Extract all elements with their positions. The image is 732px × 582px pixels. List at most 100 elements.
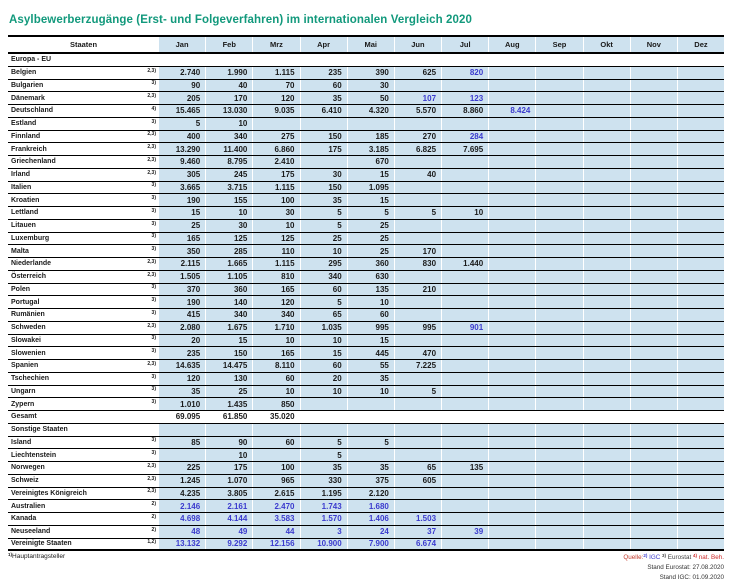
value-cell-jan: 2.740 [158,66,206,79]
state-name-cell: Neuseeland 2) [8,525,158,538]
value-cell-mai: 25 [346,219,394,232]
value-cell-jun: 170 [393,245,442,257]
value-cell-feb: 8.795 [205,156,253,168]
value-cell-okt [582,168,630,181]
value-cell-nov [629,130,677,143]
value-cell-nov [629,436,677,449]
value-cell-jul [441,360,489,372]
country-label: Litauen [11,222,36,230]
table-row-estland: Estland 3) 5 10 [8,117,725,131]
value-cell-nov [629,258,677,270]
value-cell-mrz: 120 [252,92,300,104]
value-cell-mai [346,54,394,66]
value-cell-feb: 40 [205,79,253,92]
value-cell-jun [393,79,442,92]
state-name-cell: Estland 3) [8,117,158,130]
value-cell-jan: 14.635 [158,360,206,372]
table-row-finnland: Finnland 2,3) 400 340 275 150 185 270 284 [8,130,725,144]
value-cell-sep [535,360,583,372]
value-cell-apr: 150 [299,181,347,194]
value-cell-okt [582,525,630,538]
value-cell-mai: 375 [346,474,394,487]
asylum-table: Staaten Jan Feb Mrz Apr Mai Jun Jul Aug Sep Okt Nov… [8,35,725,552]
state-name-cell: Belgien 2,3) [8,66,158,79]
value-cell-dez [676,130,725,143]
value-cell-jul [441,219,489,232]
table-row-vereinigte-staaten: Vereinigte Staaten 1,2) 13.132 9.292 12.156 1… [8,538,725,552]
value-cell-jul [441,156,489,168]
value-cell-nov [629,143,677,155]
value-cell-nov [629,105,677,117]
value-cell-okt [582,143,630,155]
value-cell-jun: 625 [393,66,442,79]
footnote-marker: 3) [151,297,156,304]
value-cell-mai: 135 [346,283,394,296]
value-cell-dez [676,283,725,296]
value-cell-nov [629,487,677,500]
footnote-marker: 3) [151,80,156,87]
value-cell-dez [676,270,725,283]
value-cell-apr: 15 [299,347,347,359]
value-cell-jul: 820 [441,66,489,79]
value-cell-aug [488,321,536,334]
footnote-marker: 2,3) [147,131,156,138]
state-name-cell: Europa - EU [8,54,158,66]
month-header-sep: Sep [535,37,583,52]
value-cell-jul [441,296,489,308]
value-cell-jan [158,54,206,66]
value-cell-feb: 10 [205,207,253,219]
value-cell-nov [629,474,677,487]
value-cell-jul [441,168,489,181]
value-cell-jun [393,232,442,245]
footnotes: 1)Hauptantragsteller Quelle:2) IGC 3) Eu… [8,552,724,582]
country-label: Vereinigtes Königreich [11,489,87,497]
value-cell-nov [629,525,677,538]
table-row-lettland: Lettland 3) 15 10 30 5 5 5 10 [8,207,725,220]
value-cell-feb: 285 [205,245,253,257]
value-cell-nov [629,360,677,372]
state-name-cell: Frankreich 2,3) [8,143,158,155]
value-cell-okt [582,334,630,347]
footnote-marker: 3) [151,399,156,406]
stand-igc: Stand IGC: 01.09.2020 [659,573,724,581]
value-cell-jul: 10 [441,207,489,219]
value-cell-jun: 1.503 [393,513,442,525]
country-label: Irland [11,171,31,179]
value-cell-okt [582,500,630,512]
section-label: Europa - EU [11,56,52,64]
country-label: Bulgarien [11,81,44,89]
value-cell-jul: 284 [441,130,489,143]
value-cell-aug [488,385,536,398]
value-cell-sep [535,449,583,461]
value-cell-nov [629,54,677,66]
value-cell-nov [629,232,677,245]
value-cell-mrz: 12.156 [252,538,300,550]
value-cell-mai: 185 [346,130,394,143]
footnote-marker: 2,3) [147,360,156,367]
value-cell-jun [393,500,442,512]
value-cell-sep [535,79,583,92]
value-cell-nov [629,117,677,130]
value-cell-mrz: 165 [252,347,300,359]
value-cell-sep [535,117,583,130]
country-label: Vereinigte Staaten [11,540,72,548]
value-cell-nov [629,372,677,385]
value-cell-sep [535,334,583,347]
value-cell-apr: 35 [299,462,347,474]
footnote-marker: 3) [151,348,156,355]
value-cell-dez [676,54,725,66]
value-cell-apr: 6.410 [299,105,347,117]
value-cell-okt [582,385,630,398]
value-cell-jul: 123 [441,92,489,104]
value-cell-aug [488,423,536,436]
value-cell-nov [629,423,677,436]
month-header-jun: Jun [393,37,442,52]
value-cell-apr: 340 [299,270,347,283]
value-cell-aug [488,130,536,143]
state-name-cell: Portugal 3) [8,296,158,308]
value-cell-okt [582,258,630,270]
value-cell-sep [535,92,583,104]
value-cell-apr [299,117,347,130]
value-cell-okt [582,449,630,461]
value-cell-dez [676,143,725,155]
